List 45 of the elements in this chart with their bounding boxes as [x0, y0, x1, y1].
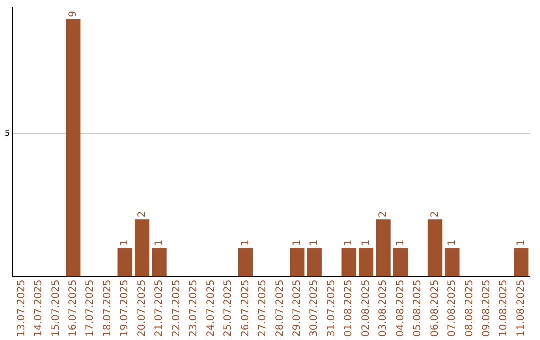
data-label: 1	[516, 240, 527, 246]
x-tick-label: 30.07.2025	[309, 280, 320, 338]
data-label: 1	[360, 240, 372, 246]
x-tick-label: 14.07.2025	[34, 280, 45, 338]
x-tick-label: 16.07.2025	[68, 280, 79, 338]
x-tick-label: 07.08.2025	[447, 280, 458, 338]
x-tick-label: 13.07.2025	[16, 280, 28, 338]
x-tick-label: 01.08.2025	[344, 280, 355, 338]
data-label: 2	[378, 211, 390, 218]
x-tick-label: 05.08.2025	[412, 280, 424, 338]
x-tick-label: 25.07.2025	[223, 280, 234, 338]
x-tick-label: 17.07.2025	[85, 280, 96, 338]
x-tick-label: 11.08.2025	[516, 280, 527, 338]
x-tick-label: 06.08.2025	[430, 280, 441, 338]
x-tick-label: 20.07.2025	[136, 280, 148, 338]
data-label: 2	[430, 211, 441, 218]
x-tick-label: 19.07.2025	[120, 280, 131, 338]
data-label: 9	[68, 11, 79, 18]
data-label: 1	[240, 240, 252, 246]
x-tick-label: 04.08.2025	[395, 280, 406, 338]
x-tick-label: 26.07.2025	[240, 280, 252, 338]
x-tick-label: 10.08.2025	[498, 280, 510, 338]
data-label: 1	[395, 240, 406, 246]
x-tick-label: 31.07.2025	[326, 280, 338, 338]
x-tick-label: 28.07.2025	[274, 280, 286, 338]
x-tick-label: 15.07.2025	[50, 280, 62, 338]
data-label: 1	[154, 240, 166, 246]
x-tick-label: 08.08.2025	[464, 280, 476, 338]
x-tick-label: 29.07.2025	[292, 280, 303, 338]
data-label: 1	[344, 240, 355, 246]
x-tick-label: 18.07.2025	[102, 280, 114, 338]
x-tick-label: 23.07.2025	[188, 280, 200, 338]
x-tick-label: 27.07.2025	[258, 280, 269, 338]
data-label: 1	[309, 240, 320, 246]
x-tick-label: 02.08.2025	[360, 280, 372, 338]
x-tick-label: 24.07.2025	[206, 280, 217, 338]
x-tick-label: 09.08.2025	[482, 280, 493, 338]
data-label: 1	[292, 240, 303, 246]
x-tick-label: 21.07.2025	[154, 280, 166, 338]
data-label: 1	[120, 240, 131, 246]
y-tick-label: 5	[4, 128, 10, 138]
data-label: 1	[447, 240, 458, 246]
data-label: 2	[136, 211, 148, 218]
x-tick-label: 22.07.2025	[171, 280, 182, 338]
x-tick-label: 03.08.2025	[378, 280, 390, 338]
